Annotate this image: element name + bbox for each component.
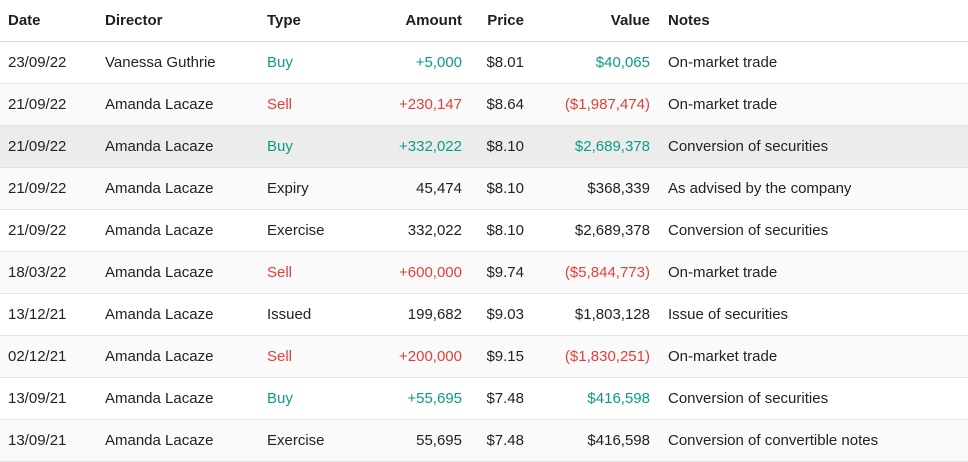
table-row[interactable]: 18/03/22 Amanda Lacaze Sell +600,000 $9.74 ($…: [0, 251, 968, 294]
cell-director: Amanda Lacaze: [105, 293, 267, 336]
cell-director: Amanda Lacaze: [105, 125, 267, 168]
table-body: 23/09/22 Vanessa Guthrie Buy +5,000 $8.01 $40…: [0, 41, 968, 462]
cell-type: Expiry: [267, 167, 365, 210]
table-row[interactable]: 21/09/22 Amanda Lacaze Sell +230,147 $8.64 ($…: [0, 83, 968, 126]
table-header: Date Director Type Amount Price Value No…: [0, 0, 968, 42]
cell-notes: Conversion of securities: [650, 125, 968, 168]
cell-price: $9.74: [462, 251, 524, 294]
cell-price: $8.10: [462, 167, 524, 210]
cell-price: $9.15: [462, 335, 524, 378]
cell-price: $8.10: [462, 209, 524, 252]
cell-notes: As advised by the company: [650, 167, 968, 210]
cell-value: $40,065: [524, 41, 650, 84]
column-header-date[interactable]: Date: [0, 0, 105, 42]
cell-director: Amanda Lacaze: [105, 419, 267, 462]
cell-director: Amanda Lacaze: [105, 167, 267, 210]
cell-amount: 45,474: [365, 167, 462, 210]
cell-type: Exercise: [267, 209, 365, 252]
cell-amount: +5,000: [365, 41, 462, 84]
cell-type: Issued: [267, 293, 365, 336]
cell-director: Amanda Lacaze: [105, 377, 267, 420]
cell-amount: +200,000: [365, 335, 462, 378]
cell-type: Buy: [267, 377, 365, 420]
cell-type: Exercise: [267, 419, 365, 462]
cell-value: ($1,830,251): [524, 335, 650, 378]
cell-amount: +600,000: [365, 251, 462, 294]
cell-date: 23/09/22: [0, 41, 105, 84]
column-header-price[interactable]: Price: [462, 0, 524, 42]
column-header-value[interactable]: Value: [524, 0, 650, 42]
cell-date: 21/09/22: [0, 209, 105, 252]
cell-director: Vanessa Guthrie: [105, 41, 267, 84]
cell-value: ($5,844,773): [524, 251, 650, 294]
cell-value: $2,689,378: [524, 125, 650, 168]
cell-date: 21/09/22: [0, 83, 105, 126]
cell-type: Buy: [267, 41, 365, 84]
cell-notes: Conversion of securities: [650, 377, 968, 420]
column-header-director[interactable]: Director: [105, 0, 267, 42]
table-row[interactable]: 21/09/22 Amanda Lacaze Exercise 332,022 $8.1…: [0, 209, 968, 252]
cell-date: 13/12/21: [0, 293, 105, 336]
cell-amount: 55,695: [365, 419, 462, 462]
cell-amount: 199,682: [365, 293, 462, 336]
table-row[interactable]: 13/09/21 Amanda Lacaze Buy +55,695 $7.48 $416…: [0, 377, 968, 420]
cell-notes: On-market trade: [650, 251, 968, 294]
cell-date: 21/09/22: [0, 167, 105, 210]
cell-price: $7.48: [462, 419, 524, 462]
cell-value: $416,598: [524, 377, 650, 420]
cell-notes: On-market trade: [650, 41, 968, 84]
table-row[interactable]: 23/09/22 Vanessa Guthrie Buy +5,000 $8.01 $40…: [0, 41, 968, 84]
header-row: Date Director Type Amount Price Value No…: [0, 0, 968, 42]
cell-notes: On-market trade: [650, 335, 968, 378]
cell-type: Sell: [267, 83, 365, 126]
cell-notes: Conversion of securities: [650, 209, 968, 252]
cell-value: $368,339: [524, 167, 650, 210]
cell-director: Amanda Lacaze: [105, 209, 267, 252]
cell-director: Amanda Lacaze: [105, 83, 267, 126]
cell-date: 18/03/22: [0, 251, 105, 294]
cell-value: $416,598: [524, 419, 650, 462]
cell-value: ($1,987,474): [524, 83, 650, 126]
cell-notes: On-market trade: [650, 83, 968, 126]
cell-date: 02/12/21: [0, 335, 105, 378]
table-row[interactable]: 13/12/21 Amanda Lacaze Issued 199,682 $9.03 $…: [0, 293, 968, 336]
cell-amount: 332,022: [365, 209, 462, 252]
cell-date: 13/09/21: [0, 419, 105, 462]
column-header-notes[interactable]: Notes: [650, 0, 968, 42]
column-header-amount[interactable]: Amount: [365, 0, 462, 42]
cell-type: Sell: [267, 251, 365, 294]
table-row[interactable]: 13/09/21 Amanda Lacaze Exercise 55,695 $7.48…: [0, 419, 968, 462]
table-row[interactable]: 21/09/22 Amanda Lacaze Expiry 45,474 $8.10 $3…: [0, 167, 968, 210]
cell-price: $8.64: [462, 83, 524, 126]
cell-amount: +332,022: [365, 125, 462, 168]
cell-price: $8.10: [462, 125, 524, 168]
cell-notes: Conversion of convertible notes: [650, 419, 968, 462]
cell-value: $2,689,378: [524, 209, 650, 252]
cell-date: 13/09/21: [0, 377, 105, 420]
cell-notes: Issue of securities: [650, 293, 968, 336]
cell-price: $7.48: [462, 377, 524, 420]
table-row[interactable]: 21/09/22 Amanda Lacaze Buy +332,022 $8.10 $2,…: [0, 125, 968, 168]
cell-type: Sell: [267, 335, 365, 378]
cell-director: Amanda Lacaze: [105, 251, 267, 294]
cell-price: $8.01: [462, 41, 524, 84]
cell-director: Amanda Lacaze: [105, 335, 267, 378]
cell-value: $1,803,128: [524, 293, 650, 336]
cell-type: Buy: [267, 125, 365, 168]
cell-amount: +230,147: [365, 83, 462, 126]
table-row[interactable]: 02/12/21 Amanda Lacaze Sell +200,000 $9.15 ($…: [0, 335, 968, 378]
column-header-type[interactable]: Type: [267, 0, 365, 42]
cell-date: 21/09/22: [0, 125, 105, 168]
cell-price: $9.03: [462, 293, 524, 336]
cell-amount: +55,695: [365, 377, 462, 420]
